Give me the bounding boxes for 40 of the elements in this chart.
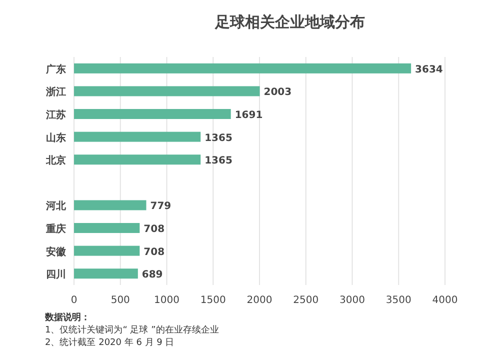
y-tick-label: 河北 bbox=[45, 200, 67, 212]
bar bbox=[74, 132, 201, 142]
x-tick-label: 3500 bbox=[386, 295, 412, 306]
y-tick-label: 浙江 bbox=[45, 86, 66, 98]
data-label: 779 bbox=[150, 201, 172, 212]
text: 2、统计截至 2020 年 6 月 9 日 bbox=[45, 337, 174, 348]
bar bbox=[74, 63, 412, 74]
y-tick-label: 安徽 bbox=[46, 246, 67, 258]
x-tick-label: 2000 bbox=[246, 295, 272, 306]
chart-title: 足球相关企业地域分布 bbox=[214, 13, 365, 31]
x-tick-label: 0 bbox=[70, 295, 78, 306]
x-tick-label: 4000 bbox=[432, 295, 458, 306]
bar bbox=[74, 109, 231, 119]
data-label: 708 bbox=[144, 224, 165, 235]
x-tick-label: 1000 bbox=[154, 295, 180, 306]
text: 数据说明： bbox=[44, 312, 90, 323]
data-label: 3634 bbox=[415, 64, 443, 76]
x-tick-label: 1500 bbox=[200, 295, 226, 306]
y-tick-label: 广东 bbox=[45, 63, 66, 76]
bar bbox=[74, 154, 201, 165]
bar bbox=[74, 246, 140, 256]
y-tick-label: 山东 bbox=[46, 132, 66, 144]
data-label: 1365 bbox=[204, 132, 232, 144]
x-tick-label: 3000 bbox=[340, 295, 365, 306]
data-label: 708 bbox=[144, 246, 165, 258]
y-tick-label: 四川 bbox=[46, 268, 66, 281]
data-label: 1691 bbox=[234, 110, 263, 121]
y-tick-label: 北京 bbox=[45, 154, 66, 167]
bar bbox=[74, 268, 138, 279]
y-tick-label: 重庆 bbox=[45, 223, 66, 235]
data-label: 689 bbox=[142, 270, 163, 281]
bar bbox=[74, 86, 260, 96]
bar bbox=[74, 223, 140, 233]
y-tick-label: 江苏 bbox=[45, 109, 66, 121]
x-tick-label: 2500 bbox=[293, 295, 319, 306]
x-tick-label: 500 bbox=[110, 295, 130, 306]
bar bbox=[74, 200, 146, 210]
data-label: 2003 bbox=[264, 87, 292, 98]
data-label: 1365 bbox=[204, 156, 232, 167]
text: 1、仅统计关键词为“ 足球 ”的在业存续企业 bbox=[45, 324, 219, 336]
